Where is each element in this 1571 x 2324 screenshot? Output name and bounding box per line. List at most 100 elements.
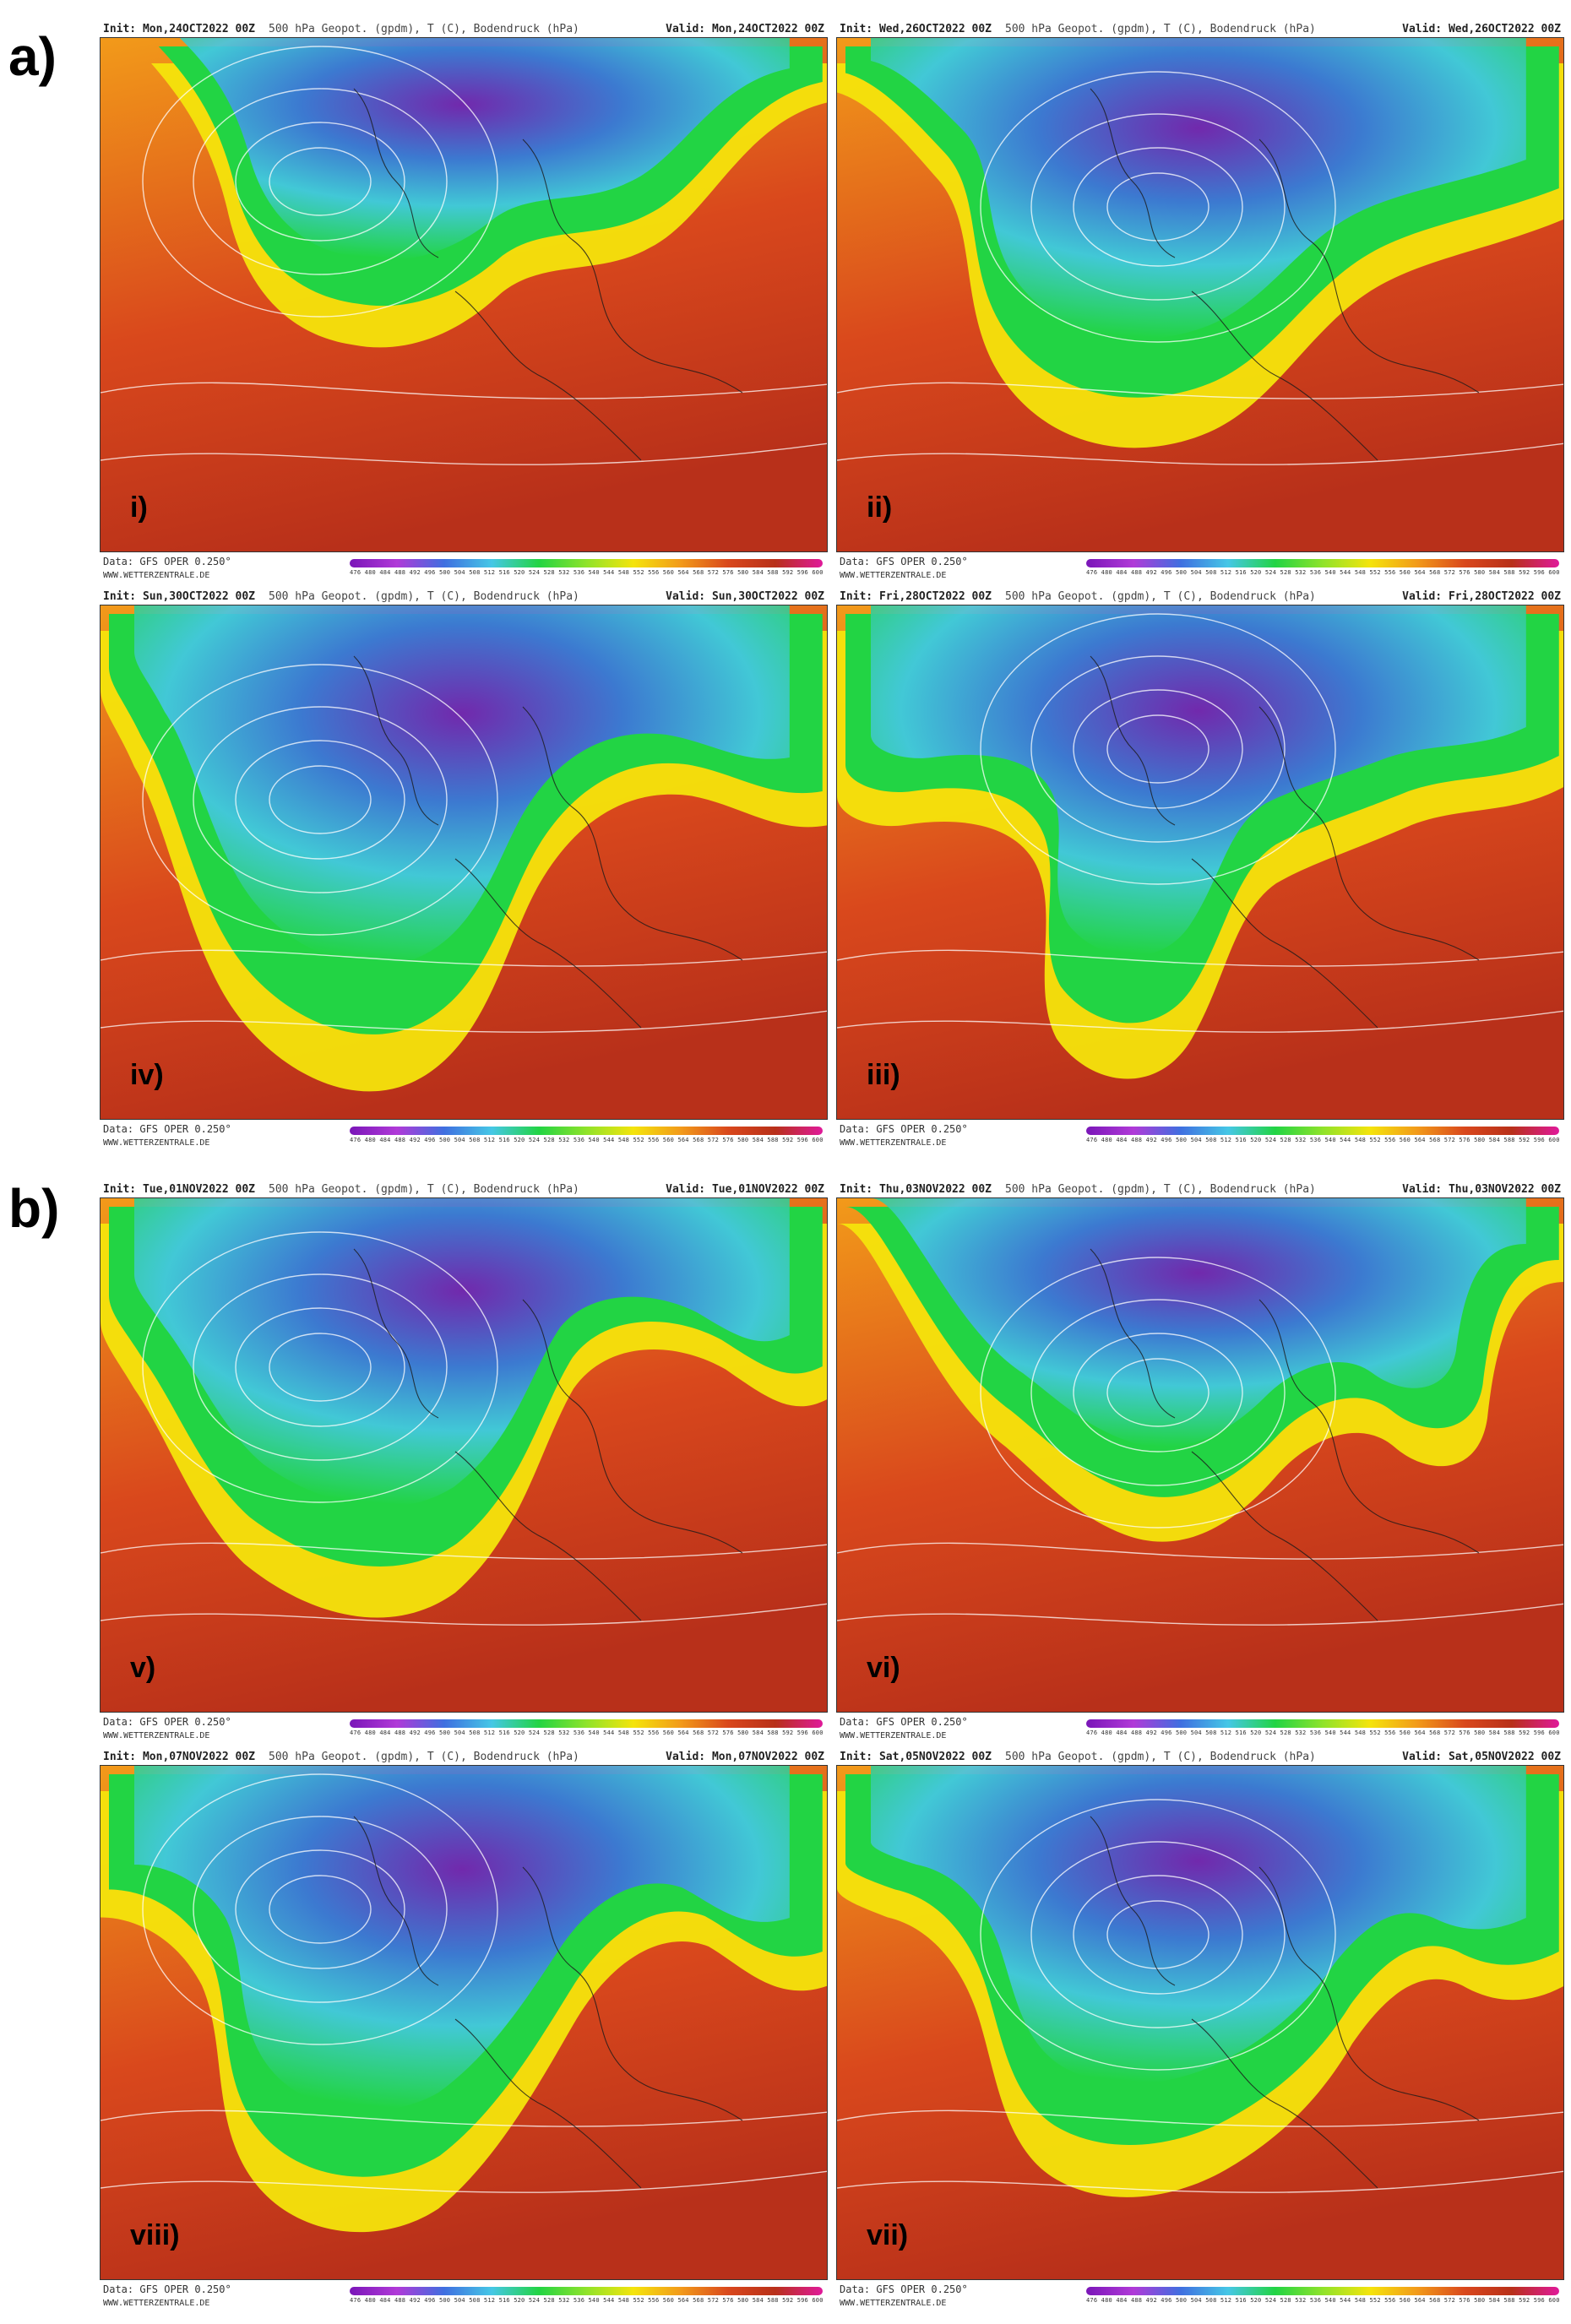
panel-title: 500 hPa Geopot. (gpdm), T (C), Bodendruc…	[1005, 1751, 1316, 1763]
color-scale-ticks: 476 480 484 488 492 496 500 504 508 512 …	[1086, 2297, 1559, 2304]
panel-header: Init: Mon,24OCT2022 00Z 500 hPa Geopot. …	[100, 22, 828, 37]
map-panel-v: Init: Tue,01NOV2022 00Z 500 hPa Geopot. …	[100, 1182, 828, 1753]
map-panel-iv: Init: Sun,30OCT2022 00Z 500 hPa Geopot. …	[100, 589, 828, 1160]
site-credit: WWW.WETTERZENTRALE.DE	[840, 571, 947, 580]
panel-title: 500 hPa Geopot. (gpdm), T (C), Bodendruc…	[269, 1751, 579, 1763]
panel-header: Init: Fri,28OCT2022 00Z 500 hPa Geopot. …	[836, 589, 1564, 605]
site-credit: WWW.WETTERZENTRALE.DE	[103, 1731, 210, 1740]
valid-label: Valid: Fri,28OCT2022 00Z	[1402, 590, 1561, 603]
color-scale-ticks: 476 480 484 488 492 496 500 504 508 512 …	[350, 1729, 823, 1736]
panel-title: 500 hPa Geopot. (gpdm), T (C), Bodendruc…	[269, 1183, 579, 1196]
color-scale-ticks: 476 480 484 488 492 496 500 504 508 512 …	[1086, 569, 1559, 576]
panel-footer: Data: GFS OPER 0.250° WWW.WETTERZENTRALE…	[100, 1714, 828, 1751]
site-credit: WWW.WETTERZENTRALE.DE	[840, 1138, 947, 1148]
panel-title: 500 hPa Geopot. (gpdm), T (C), Bodendruc…	[1005, 1183, 1316, 1196]
weather-map	[837, 1198, 1563, 1712]
panel-header: Init: Tue,01NOV2022 00Z 500 hPa Geopot. …	[100, 1182, 828, 1197]
data-source: Data: GFS OPER 0.250°	[840, 556, 968, 567]
color-scale-bar	[350, 1127, 823, 1135]
data-source: Data: GFS OPER 0.250°	[103, 1716, 231, 1728]
panel-roman-label: iii)	[867, 1059, 900, 1091]
panel-roman-label: iv)	[130, 1059, 164, 1091]
init-label: Init: Fri,28OCT2022 00Z	[840, 590, 992, 603]
valid-label: Valid: Mon,24OCT2022 00Z	[666, 23, 824, 35]
color-scale-bar	[350, 2287, 823, 2295]
panel-title: 500 hPa Geopot. (gpdm), T (C), Bodendruc…	[269, 590, 579, 603]
data-source: Data: GFS OPER 0.250°	[103, 1123, 231, 1135]
color-scale-ticks: 476 480 484 488 492 496 500 504 508 512 …	[350, 2297, 823, 2304]
map-area	[836, 1197, 1564, 1713]
init-label: Init: Mon,24OCT2022 00Z	[103, 23, 256, 35]
init-label: Init: Wed,26OCT2022 00Z	[840, 23, 992, 35]
panel-footer: Data: GFS OPER 0.250° WWW.WETTERZENTRALE…	[836, 554, 1564, 591]
map-area	[100, 1765, 828, 2280]
valid-label: Valid: Sun,30OCT2022 00Z	[666, 590, 824, 603]
map-panel-vii: Init: Sat,05NOV2022 00Z 500 hPa Geopot. …	[836, 1750, 1564, 2321]
valid-label: Valid: Mon,07NOV2022 00Z	[666, 1751, 824, 1763]
data-source: Data: GFS OPER 0.250°	[840, 2283, 968, 2295]
section-label-a: a)	[8, 26, 57, 87]
map-panel-i: Init: Mon,24OCT2022 00Z 500 hPa Geopot. …	[100, 22, 828, 593]
weather-map	[101, 38, 827, 551]
panel-roman-label: viii)	[130, 2219, 180, 2251]
panel-roman-label: ii)	[867, 491, 893, 524]
map-panel-iii: Init: Fri,28OCT2022 00Z 500 hPa Geopot. …	[836, 589, 1564, 1160]
site-credit: WWW.WETTERZENTRALE.DE	[103, 1138, 210, 1148]
color-scale-bar	[350, 1719, 823, 1728]
valid-label: Valid: Tue,01NOV2022 00Z	[666, 1183, 824, 1196]
map-area	[836, 1765, 1564, 2280]
panel-title: 500 hPa Geopot. (gpdm), T (C), Bodendruc…	[1005, 23, 1316, 35]
valid-label: Valid: Thu,03NOV2022 00Z	[1402, 1183, 1561, 1196]
color-scale-bar	[1086, 1719, 1559, 1728]
panel-title: 500 hPa Geopot. (gpdm), T (C), Bodendruc…	[269, 23, 579, 35]
panel-roman-label: vii)	[867, 2219, 909, 2251]
color-scale-ticks: 476 480 484 488 492 496 500 504 508 512 …	[350, 1137, 823, 1143]
panel-header: Init: Mon,07NOV2022 00Z 500 hPa Geopot. …	[100, 1750, 828, 1765]
init-label: Init: Tue,01NOV2022 00Z	[103, 1183, 256, 1196]
color-scale-bar	[1086, 559, 1559, 567]
weather-map	[837, 38, 1563, 551]
color-scale-ticks: 476 480 484 488 492 496 500 504 508 512 …	[1086, 1729, 1559, 1736]
init-label: Init: Thu,03NOV2022 00Z	[840, 1183, 992, 1196]
site-credit: WWW.WETTERZENTRALE.DE	[103, 2299, 210, 2308]
weather-map	[101, 1766, 827, 2279]
panel-roman-label: i)	[130, 491, 148, 524]
panel-roman-label: v)	[130, 1652, 156, 1684]
site-credit: WWW.WETTERZENTRALE.DE	[840, 1731, 947, 1740]
valid-label: Valid: Sat,05NOV2022 00Z	[1402, 1751, 1561, 1763]
data-source: Data: GFS OPER 0.250°	[840, 1716, 968, 1728]
panel-header: Init: Thu,03NOV2022 00Z 500 hPa Geopot. …	[836, 1182, 1564, 1197]
valid-label: Valid: Wed,26OCT2022 00Z	[1402, 23, 1561, 35]
map-area	[836, 37, 1564, 552]
init-label: Init: Sun,30OCT2022 00Z	[103, 590, 256, 603]
weather-map	[837, 605, 1563, 1119]
init-label: Init: Sat,05NOV2022 00Z	[840, 1751, 992, 1763]
panel-footer: Data: GFS OPER 0.250° WWW.WETTERZENTRALE…	[836, 1714, 1564, 1751]
weather-map	[101, 1198, 827, 1712]
map-panel-vi: Init: Thu,03NOV2022 00Z 500 hPa Geopot. …	[836, 1182, 1564, 1753]
color-scale-bar	[1086, 2287, 1559, 2295]
panel-header: Init: Wed,26OCT2022 00Z 500 hPa Geopot. …	[836, 22, 1564, 37]
site-credit: WWW.WETTERZENTRALE.DE	[840, 2299, 947, 2308]
panel-footer: Data: GFS OPER 0.250° WWW.WETTERZENTRALE…	[100, 1121, 828, 1159]
map-area	[836, 605, 1564, 1120]
panel-footer: Data: GFS OPER 0.250° WWW.WETTERZENTRALE…	[836, 1121, 1564, 1159]
panel-header: Init: Sat,05NOV2022 00Z 500 hPa Geopot. …	[836, 1750, 1564, 1765]
map-area	[100, 37, 828, 552]
panel-footer: Data: GFS OPER 0.250° WWW.WETTERZENTRALE…	[836, 2282, 1564, 2319]
panel-footer: Data: GFS OPER 0.250° WWW.WETTERZENTRALE…	[100, 554, 828, 591]
color-scale-ticks: 476 480 484 488 492 496 500 504 508 512 …	[350, 569, 823, 576]
map-panel-ii: Init: Wed,26OCT2022 00Z 500 hPa Geopot. …	[836, 22, 1564, 593]
color-scale-bar	[1086, 1127, 1559, 1135]
data-source: Data: GFS OPER 0.250°	[103, 556, 231, 567]
weather-map	[837, 1766, 1563, 2279]
data-source: Data: GFS OPER 0.250°	[840, 1123, 968, 1135]
weather-map	[101, 605, 827, 1119]
panel-header: Init: Sun,30OCT2022 00Z 500 hPa Geopot. …	[100, 589, 828, 605]
map-area	[100, 605, 828, 1120]
init-label: Init: Mon,07NOV2022 00Z	[103, 1751, 256, 1763]
data-source: Data: GFS OPER 0.250°	[103, 2283, 231, 2295]
map-panel-viii: Init: Mon,07NOV2022 00Z 500 hPa Geopot. …	[100, 1750, 828, 2321]
site-credit: WWW.WETTERZENTRALE.DE	[103, 571, 210, 580]
color-scale-ticks: 476 480 484 488 492 496 500 504 508 512 …	[1086, 1137, 1559, 1143]
